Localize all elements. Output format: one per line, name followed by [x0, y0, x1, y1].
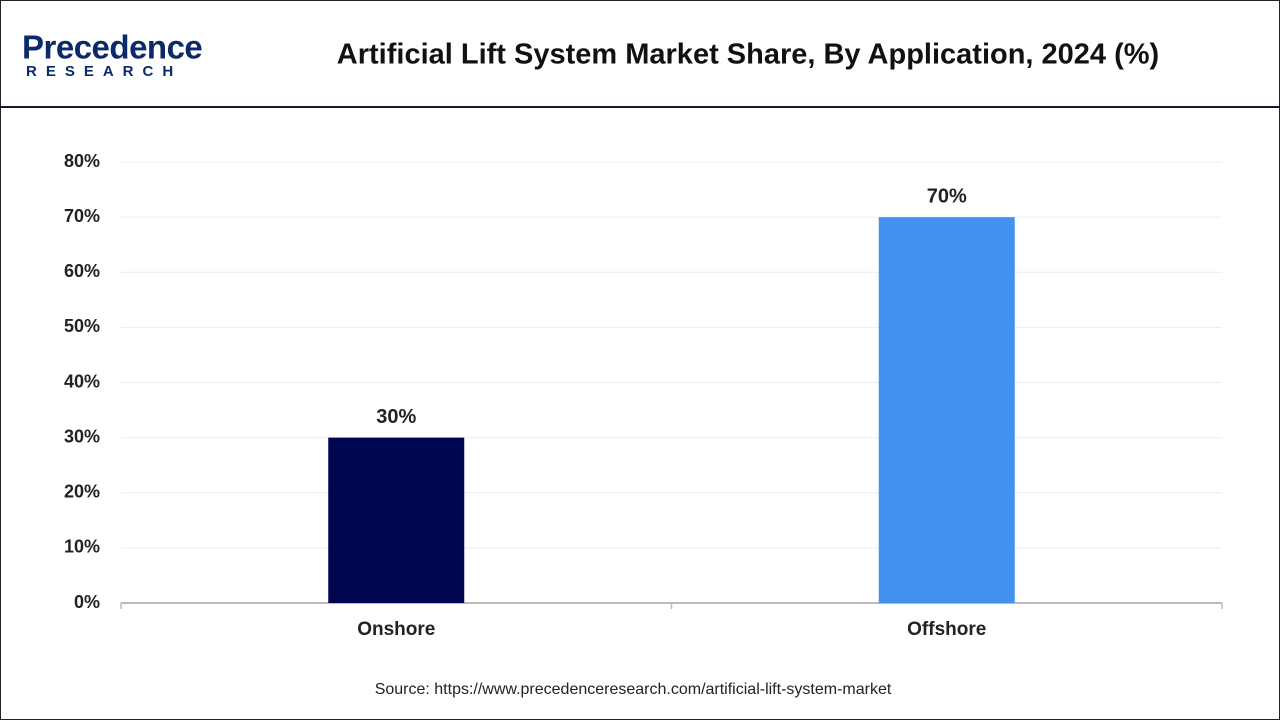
y-tick-label: 80% [64, 151, 100, 171]
chart-title: Artificial Lift System Market Share, By … [337, 39, 1159, 71]
y-tick-label: 40% [64, 371, 100, 391]
data-label: 30% [376, 406, 416, 428]
data-label: 70% [927, 185, 967, 207]
y-tick-label: 30% [64, 426, 100, 446]
y-tick-label: 0% [74, 592, 100, 612]
bar [328, 437, 465, 603]
bar [878, 217, 1015, 603]
source: Source: https://www.precedenceresearch.c… [375, 681, 892, 698]
y-tick-label: 10% [64, 537, 100, 557]
y-tick-label: 50% [64, 316, 100, 336]
logo-name: Precedence [22, 29, 202, 66]
x-tick-label: Onshore [357, 619, 435, 640]
y-tick-label: 60% [64, 261, 100, 281]
plot: 0% 10% 20% 30% 40% 50% 60% 70% 80% Onshore 30% Offs… [64, 151, 1223, 640]
x-tick-label: Offshore [907, 619, 986, 640]
y-tick-label: 70% [64, 206, 100, 226]
logo-tagline: RESEARCH [26, 63, 182, 80]
y-tick-label: 20% [64, 482, 100, 502]
